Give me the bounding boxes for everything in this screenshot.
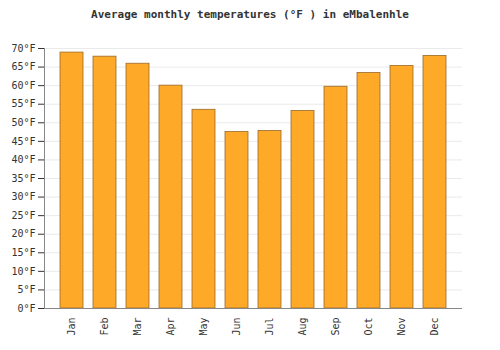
svg-text:Jan: Jan bbox=[66, 318, 77, 336]
svg-text:60°F: 60°F bbox=[11, 80, 35, 91]
svg-text:Nov: Nov bbox=[396, 318, 407, 336]
svg-text:40°F: 40°F bbox=[11, 154, 35, 165]
svg-text:30°F: 30°F bbox=[11, 191, 35, 202]
svg-text:May: May bbox=[198, 318, 209, 336]
svg-text:Dec: Dec bbox=[429, 318, 440, 336]
svg-text:Feb: Feb bbox=[99, 318, 110, 336]
svg-text:Mar: Mar bbox=[132, 318, 143, 336]
svg-text:15°F: 15°F bbox=[11, 247, 35, 258]
svg-text:0°F: 0°F bbox=[17, 303, 35, 314]
svg-text:Sep: Sep bbox=[330, 318, 341, 336]
svg-text:Oct: Oct bbox=[363, 318, 374, 336]
svg-text:Apr: Apr bbox=[165, 318, 176, 336]
svg-text:25°F: 25°F bbox=[11, 210, 35, 221]
html-text:Average monthly temperatures (: Average monthly temperatures (°F ) in eM… bbox=[91, 8, 409, 21]
svg-text:35°F: 35°F bbox=[11, 173, 35, 184]
svg-text:65°F: 65°F bbox=[11, 61, 35, 72]
svg-text:Aug: Aug bbox=[297, 318, 308, 336]
svg-text:Jun: Jun bbox=[231, 318, 242, 336]
svg-text:10°F: 10°F bbox=[11, 266, 35, 277]
svg-text:20°F: 20°F bbox=[11, 228, 35, 239]
svg-text:50°F: 50°F bbox=[11, 117, 35, 128]
svg-text:45°F: 45°F bbox=[11, 136, 35, 147]
svg-text:5°F: 5°F bbox=[17, 284, 35, 295]
svg-text:70°F: 70°F bbox=[11, 43, 35, 54]
svg-text:Jul: Jul bbox=[264, 318, 275, 336]
svg-text:55°F: 55°F bbox=[11, 98, 35, 109]
